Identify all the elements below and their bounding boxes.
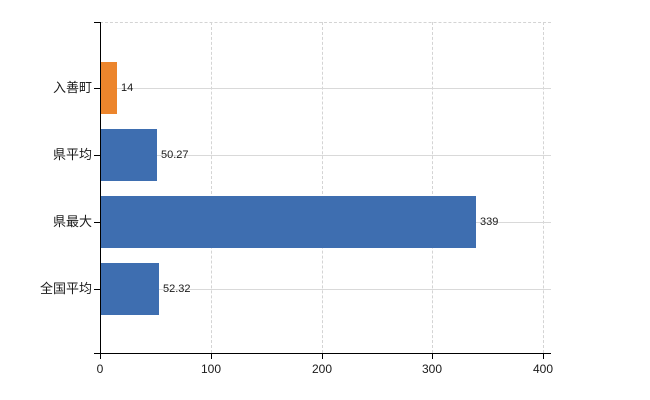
gridline-horizontal bbox=[100, 289, 551, 290]
category-label: 県平均 bbox=[52, 147, 92, 162]
bar bbox=[101, 62, 117, 114]
category-label: 全国平均 bbox=[39, 281, 92, 296]
bar bbox=[101, 129, 157, 181]
category-label: 県最大 bbox=[52, 214, 92, 229]
x-axis-tick bbox=[100, 354, 101, 359]
y-axis-tick bbox=[94, 22, 100, 23]
x-axis-tick bbox=[322, 354, 323, 359]
x-tick-label: 400 bbox=[532, 362, 554, 376]
x-tick-label: 100 bbox=[200, 362, 222, 376]
gridline-horizontal bbox=[100, 88, 551, 89]
x-tick-label: 0 bbox=[96, 362, 104, 376]
x-axis-tick bbox=[543, 354, 544, 359]
y-axis-tick bbox=[94, 155, 100, 156]
y-axis-tick bbox=[94, 222, 100, 223]
bar-value-label: 52.32 bbox=[163, 283, 191, 295]
x-axis-tick bbox=[211, 354, 212, 359]
gridline-vertical bbox=[543, 22, 544, 353]
plot-area-top-border bbox=[100, 22, 551, 23]
x-axis-tick bbox=[432, 354, 433, 359]
x-tick-label: 300 bbox=[421, 362, 443, 376]
y-axis-tick bbox=[94, 88, 100, 89]
y-axis-tick bbox=[94, 289, 100, 290]
x-axis-line bbox=[94, 353, 551, 354]
gridline-vertical bbox=[322, 22, 323, 353]
category-label: 入善町 bbox=[52, 80, 92, 95]
gridline-vertical bbox=[211, 22, 212, 353]
bar bbox=[101, 263, 159, 315]
bar bbox=[101, 196, 476, 248]
bar-value-label: 50.27 bbox=[161, 149, 189, 161]
gridline-horizontal bbox=[100, 155, 551, 156]
x-tick-label: 200 bbox=[311, 362, 333, 376]
gridline-vertical bbox=[432, 22, 433, 353]
bar-value-label: 339 bbox=[480, 216, 499, 228]
y-axis-line bbox=[100, 22, 101, 354]
bar-value-label: 14 bbox=[121, 82, 134, 94]
